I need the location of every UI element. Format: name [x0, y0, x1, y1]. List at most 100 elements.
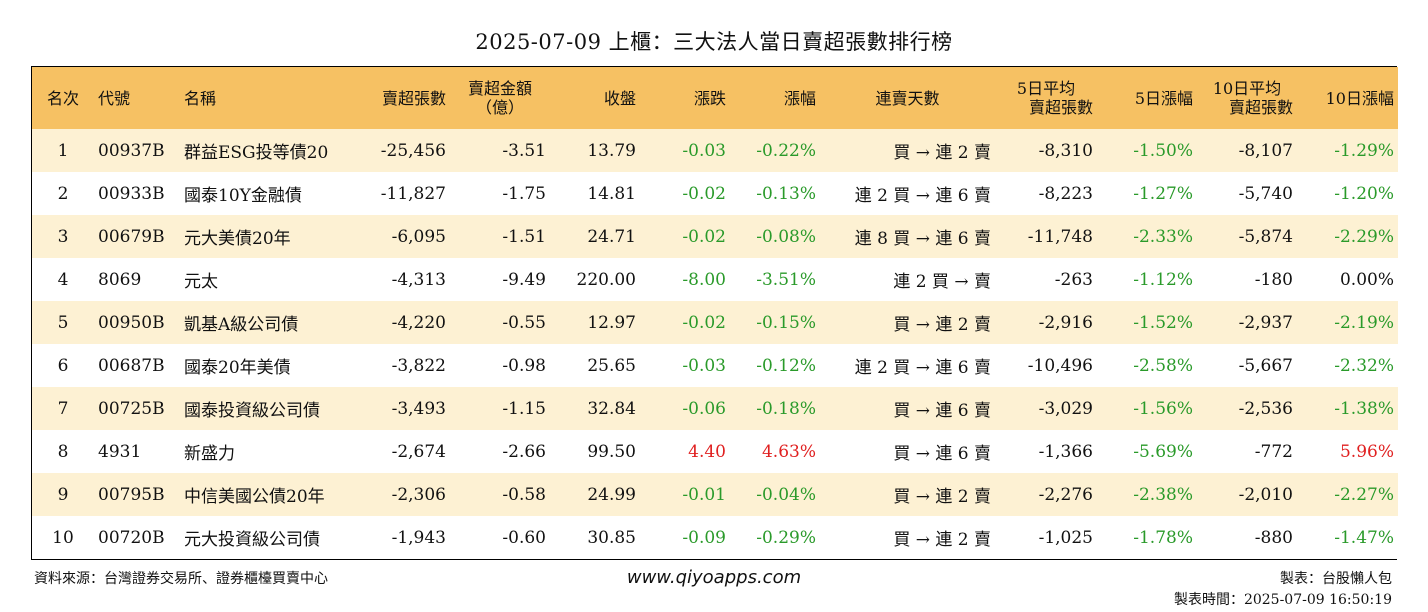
change-cell: -0.01: [682, 484, 726, 505]
pct5-cell: -2.38%: [1133, 484, 1193, 505]
pct5-cell: -2.33%: [1133, 226, 1193, 247]
streak-cell: 連 2 買 → 連 6 賣: [854, 358, 991, 378]
change-cell: -0.09: [682, 527, 726, 548]
ranking-table: 名次 代號 名稱 賣超張數 賣超金額 （億） 收盤 漲跌 漲幅 連賣天數 5日平…: [31, 66, 1398, 560]
pct10-cell: -2.29%: [1334, 226, 1394, 247]
pct10-cell: 0.00%: [1339, 269, 1394, 290]
code-cell: 00679B: [98, 226, 165, 247]
streak-cell: 連 2 買 → 賣: [893, 272, 991, 292]
avg5-cell: -10,496: [1027, 355, 1093, 376]
pct10-cell: 5.96%: [1339, 441, 1394, 462]
sell-amount-cell: -0.98: [502, 355, 546, 376]
header-name: 名稱: [184, 88, 217, 108]
avg10-cell: -180: [1254, 269, 1293, 290]
name-cell: 元太: [184, 272, 218, 292]
close-cell: 32.84: [587, 398, 636, 419]
header-avg10-line2: 賣超張數: [1228, 98, 1293, 117]
header-avg5: 5日平均 賣超張數: [995, 67, 1097, 129]
change-cell: 4.40: [688, 441, 726, 462]
table-row: 5 00950B 凱基A級公司債 -4,220 -0.55 12.97 -0.0…: [32, 301, 1398, 344]
code-cell: 00950B: [98, 312, 165, 333]
change-pct-cell: -0.18%: [756, 398, 816, 419]
avg10-cell: -2,010: [1238, 484, 1293, 505]
close-cell: 24.71: [587, 226, 636, 247]
pct10-cell: -2.32%: [1334, 355, 1394, 376]
table-row: 1 00937B 群益ESG投等債20 -25,456 -3.51 13.79 …: [32, 129, 1398, 172]
avg10-cell: -772: [1254, 441, 1293, 462]
avg5-cell: -8,223: [1038, 183, 1093, 204]
close-cell: 99.50: [587, 441, 636, 462]
header-avg10-line1: 10日平均: [1212, 79, 1282, 98]
header-avg10: 10日平均 賣超張數: [1197, 67, 1297, 129]
name-cell: 群益ESG投等債20: [184, 143, 329, 163]
rank-cell: 8: [57, 441, 69, 462]
table-row: 6 00687B 國泰20年美債 -3,822 -0.98 25.65 -0.0…: [32, 344, 1398, 387]
sell-amount-cell: -0.60: [502, 527, 546, 548]
header-code: 代號: [98, 88, 131, 108]
pct5-cell: -5.69%: [1133, 441, 1193, 462]
name-cell: 新盛力: [184, 444, 235, 464]
table-row: 10 00720B 元大投資級公司債 -1,943 -0.60 30.85 -0…: [32, 516, 1398, 559]
pct10-cell: -1.29%: [1334, 140, 1394, 161]
avg10-cell: -5,874: [1238, 226, 1293, 247]
pct5-cell: -1.52%: [1133, 312, 1193, 333]
header-sell-amount: 賣超金額 （億）: [450, 67, 550, 129]
close-cell: 24.99: [587, 484, 636, 505]
sell-shares-cell: -2,674: [391, 441, 446, 462]
close-cell: 25.65: [587, 355, 636, 376]
rank-cell: 7: [57, 398, 69, 419]
change-cell: -0.03: [682, 355, 726, 376]
avg5-cell: -1,366: [1038, 441, 1093, 462]
header-avg5-line2: 賣超張數: [1028, 98, 1093, 117]
avg5-cell: -11,748: [1027, 226, 1093, 247]
code-cell: 00933B: [98, 183, 165, 204]
avg10-cell: -8,107: [1238, 140, 1293, 161]
table-row: 2 00933B 國泰10Y金融債 -11,827 -1.75 14.81 -0…: [32, 172, 1398, 215]
sell-shares-cell: -1,943: [391, 527, 446, 548]
change-pct-cell: -0.29%: [756, 527, 816, 548]
name-cell: 國泰投資級公司債: [184, 401, 320, 421]
sell-shares-cell: -3,493: [391, 398, 446, 419]
streak-cell: 連 2 買 → 連 6 賣: [854, 186, 991, 206]
sell-amount-cell: -9.49: [502, 269, 546, 290]
avg10-cell: -880: [1254, 527, 1293, 548]
change-cell: -8.00: [682, 269, 726, 290]
avg10-cell: -5,667: [1238, 355, 1293, 376]
header-change: 漲跌: [693, 88, 726, 108]
streak-cell: 買 → 連 2 賣: [893, 487, 991, 507]
sell-shares-cell: -3,822: [391, 355, 446, 376]
change-pct-cell: -0.12%: [756, 355, 816, 376]
maker-note: 製表：台股懶人包: [1280, 571, 1392, 587]
streak-cell: 買 → 連 2 賣: [893, 315, 991, 335]
change-pct-cell: -3.51%: [756, 269, 816, 290]
pct10-cell: -2.19%: [1334, 312, 1394, 333]
change-pct-cell: -0.04%: [756, 484, 816, 505]
sell-amount-cell: -1.75: [502, 183, 546, 204]
avg5-cell: -2,916: [1038, 312, 1093, 333]
name-cell: 中信美國公債20年: [184, 487, 325, 507]
table-header-row: 名次 代號 名稱 賣超張數 賣超金額 （億） 收盤 漲跌 漲幅 連賣天數 5日平…: [32, 67, 1398, 129]
sell-amount-cell: -1.15: [502, 398, 546, 419]
code-cell: 00795B: [98, 484, 165, 505]
close-cell: 14.81: [587, 183, 636, 204]
change-cell: -0.03: [682, 140, 726, 161]
header-change-pct: 漲幅: [783, 88, 816, 108]
website-link[interactable]: www.qiyoapps.com: [626, 567, 802, 588]
code-cell: 00687B: [98, 355, 165, 376]
change-pct-cell: -0.22%: [756, 140, 816, 161]
sell-amount-cell: -0.58: [502, 484, 546, 505]
pct5-cell: -1.56%: [1133, 398, 1193, 419]
table-row: 8 4931 新盛力 -2,674 -2.66 99.50 4.40 4.63%…: [32, 430, 1398, 473]
code-cell: 00725B: [98, 398, 165, 419]
code-cell: 8069: [98, 269, 142, 290]
pct10-cell: -1.47%: [1334, 527, 1394, 548]
table-row: 7 00725B 國泰投資級公司債 -3,493 -1.15 32.84 -0.…: [32, 387, 1398, 430]
change-pct-cell: -0.15%: [756, 312, 816, 333]
table-row: 9 00795B 中信美國公債20年 -2,306 -0.58 24.99 -0…: [32, 473, 1398, 516]
avg10-cell: -2,937: [1238, 312, 1293, 333]
pct5-cell: -1.27%: [1133, 183, 1193, 204]
streak-cell: 買 → 連 6 賣: [893, 444, 991, 464]
avg5-cell: -263: [1054, 269, 1093, 290]
avg10-cell: -2,536: [1238, 398, 1293, 419]
pct10-cell: -1.20%: [1334, 183, 1394, 204]
